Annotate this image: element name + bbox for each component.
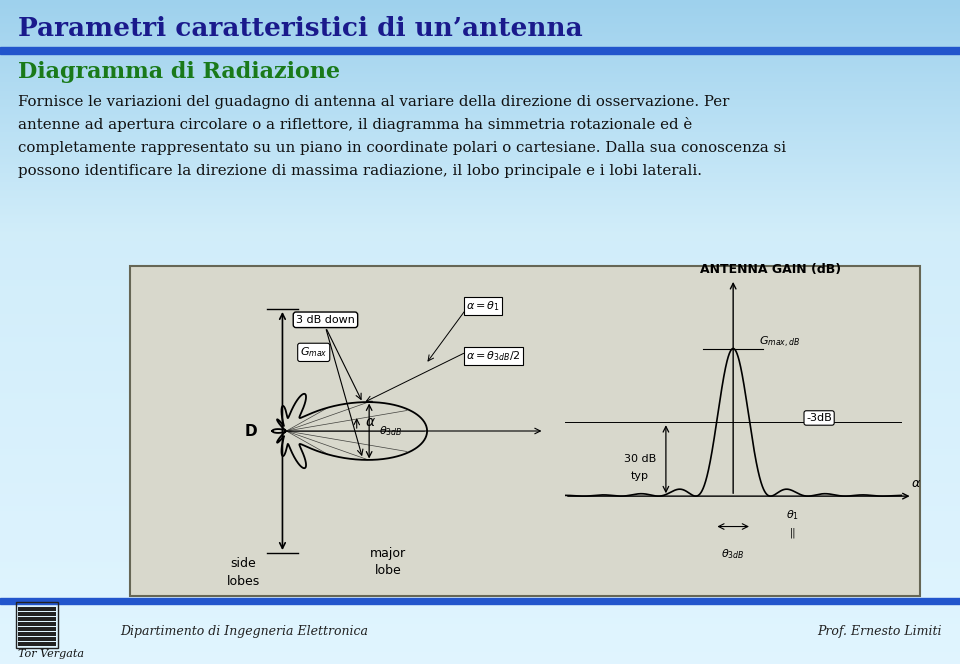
Bar <box>18 637 56 641</box>
Text: Parametri caratteristici di un’antenna: Parametri caratteristici di un’antenna <box>18 17 583 41</box>
Text: ||: || <box>790 527 796 538</box>
Bar <box>0 47 960 54</box>
Text: $\theta_1$: $\theta_1$ <box>786 508 800 522</box>
Text: lobes: lobes <box>227 575 260 588</box>
Bar <box>18 612 56 616</box>
Text: Dipartimento di Ingegneria Elettronica: Dipartimento di Ingegneria Elettronica <box>120 625 368 637</box>
Text: Diagramma di Radiazione: Diagramma di Radiazione <box>18 61 340 83</box>
Text: $\alpha = \theta_{3dB}/2$: $\alpha = \theta_{3dB}/2$ <box>467 349 521 363</box>
Bar <box>16 602 58 648</box>
Text: ANTENNA GAIN (dB): ANTENNA GAIN (dB) <box>700 263 841 276</box>
Text: typ: typ <box>631 471 649 481</box>
Text: $\theta_{3dB}$: $\theta_{3dB}$ <box>721 547 745 560</box>
Text: $\alpha = \theta_1$: $\alpha = \theta_1$ <box>467 299 500 313</box>
Text: lobe: lobe <box>374 564 401 578</box>
Text: antenne ad apertura circolare o a riflettore, il diagramma ha simmetria rotazion: antenne ad apertura circolare o a riflet… <box>18 118 692 133</box>
Text: $G_{max,dB}$: $G_{max,dB}$ <box>759 335 801 350</box>
Text: D: D <box>245 424 257 438</box>
Bar <box>18 607 56 611</box>
Text: 3 dB down: 3 dB down <box>296 315 355 325</box>
Text: possono identificare la direzione di massima radiazione, il lobo principale e i : possono identificare la direzione di mas… <box>18 164 702 178</box>
Bar <box>18 617 56 621</box>
Text: -3dB: -3dB <box>806 413 832 423</box>
Bar <box>18 622 56 626</box>
Text: 30 dB: 30 dB <box>624 454 656 463</box>
Text: $\alpha$: $\alpha$ <box>365 416 375 430</box>
Bar <box>0 598 960 604</box>
Text: $\theta_{3dB}$: $\theta_{3dB}$ <box>378 424 402 438</box>
Text: $\alpha$: $\alpha$ <box>911 477 922 491</box>
Bar <box>18 632 56 636</box>
Text: major: major <box>370 546 406 560</box>
Text: Tor Vergata: Tor Vergata <box>18 649 84 659</box>
Bar <box>18 627 56 631</box>
Text: Prof. Ernesto Limiti: Prof. Ernesto Limiti <box>818 625 942 637</box>
Text: side: side <box>230 557 256 570</box>
Text: completamente rappresentato su un piano in coordinate polari o cartesiane. Dalla: completamente rappresentato su un piano … <box>18 141 786 155</box>
Text: $G_{max}$: $G_{max}$ <box>300 345 327 359</box>
Text: Fornisce le variazioni del guadagno di antenna al variare della direzione di oss: Fornisce le variazioni del guadagno di a… <box>18 95 730 109</box>
Bar <box>130 266 920 596</box>
Bar <box>18 642 56 646</box>
